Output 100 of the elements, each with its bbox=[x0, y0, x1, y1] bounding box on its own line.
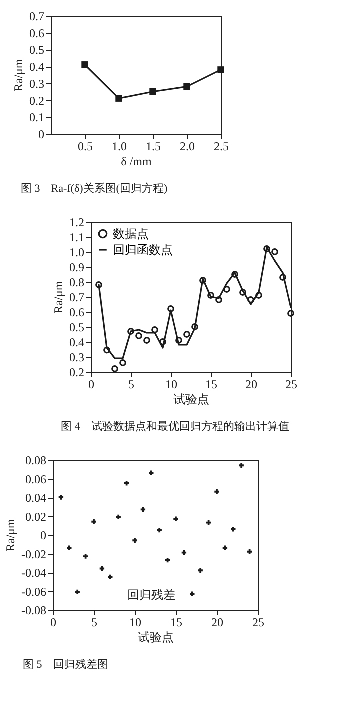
y-axis-title: Ra/μm bbox=[52, 280, 66, 314]
point bbox=[247, 550, 252, 554]
point bbox=[190, 592, 195, 596]
point bbox=[174, 516, 178, 522]
text: 图 4 试验数据点和最优回归方程的输出计算值 bbox=[61, 420, 290, 433]
y-tick-label: 0.9 bbox=[70, 260, 84, 274]
x-tick-label: 0 bbox=[50, 616, 56, 630]
point bbox=[150, 88, 156, 96]
point bbox=[140, 507, 146, 512]
text: 图 5 回归残差图 bbox=[23, 658, 108, 671]
x-tick-label: 5 bbox=[128, 378, 134, 392]
point bbox=[58, 495, 64, 500]
y-tick-label: 0 bbox=[40, 528, 46, 542]
point bbox=[124, 481, 130, 486]
point bbox=[239, 463, 244, 468]
point bbox=[272, 248, 278, 256]
y-tick-label: 0.3 bbox=[30, 76, 44, 91]
point bbox=[75, 590, 80, 595]
x-tick-label: 15 bbox=[170, 616, 182, 630]
y-tick-label: 0.8 bbox=[70, 276, 84, 290]
point bbox=[232, 271, 238, 278]
x-tick-label: 0.5 bbox=[78, 140, 93, 154]
point bbox=[280, 274, 286, 281]
x-tick-label: 20 bbox=[212, 616, 224, 630]
point bbox=[132, 538, 138, 543]
point bbox=[176, 337, 182, 344]
point bbox=[104, 346, 110, 354]
text: 图 3 Ra-f(δ)关系图(回归方程) bbox=[21, 182, 168, 195]
y-tick-label: 0.02 bbox=[26, 510, 46, 524]
point bbox=[160, 338, 166, 346]
point bbox=[136, 332, 142, 340]
y-tick-label: 0.6 bbox=[30, 26, 44, 40]
y-tick-label: 0.4 bbox=[30, 60, 44, 74]
y-tick-label: 1.2 bbox=[70, 216, 84, 230]
point bbox=[82, 62, 88, 68]
x-tick-label: 10 bbox=[166, 378, 178, 392]
point bbox=[206, 520, 212, 526]
y-tick-label: -0.04 bbox=[22, 566, 46, 580]
point bbox=[224, 286, 230, 293]
point bbox=[184, 331, 190, 338]
y-tick-label: 0.7 bbox=[30, 10, 44, 24]
y-tick-label: 0.5 bbox=[30, 43, 44, 58]
y-tick-label: 1.0 bbox=[70, 246, 84, 260]
y-tick-label: 0.08 bbox=[26, 454, 46, 468]
point bbox=[198, 568, 203, 573]
y-tick-label: 1.1 bbox=[70, 230, 84, 244]
point bbox=[264, 246, 270, 252]
point bbox=[208, 292, 214, 299]
legend-label: 回归函数点 bbox=[113, 243, 173, 257]
x-tick-label: 10 bbox=[130, 616, 142, 630]
y-axis-title: Ra/μm bbox=[12, 58, 26, 92]
y-tick-label: -0.06 bbox=[22, 584, 46, 599]
legend-label: 数据点 bbox=[113, 227, 149, 241]
point bbox=[231, 527, 236, 532]
point bbox=[168, 306, 174, 312]
x-axis-title: 试验点 bbox=[138, 630, 174, 644]
y-tick-label: 0.5 bbox=[70, 320, 84, 334]
point bbox=[116, 514, 121, 520]
y-tick-label: 0.1 bbox=[30, 110, 44, 125]
point bbox=[67, 546, 72, 550]
y-tick-label: 0.04 bbox=[26, 491, 46, 505]
point bbox=[256, 292, 262, 299]
point bbox=[214, 490, 220, 494]
annotation: 回归残差 bbox=[127, 588, 176, 602]
x-axis-title: 试验点 bbox=[174, 392, 210, 406]
point bbox=[218, 66, 224, 74]
point bbox=[240, 289, 246, 296]
x-tick-label: 5 bbox=[92, 616, 98, 630]
x-tick-label: 25 bbox=[252, 616, 264, 630]
x-tick-label: 15 bbox=[206, 378, 218, 392]
y-tick-label: 0.6 bbox=[70, 306, 84, 320]
point bbox=[83, 554, 88, 559]
y-tick-label: 0.2 bbox=[70, 366, 84, 380]
point bbox=[108, 574, 113, 580]
point bbox=[149, 470, 154, 476]
point bbox=[192, 324, 198, 330]
y-tick-label: 0.06 bbox=[26, 472, 46, 486]
y-axis-title: Ra/μm bbox=[4, 518, 18, 552]
point bbox=[165, 558, 170, 563]
x-tick-label: 2.0 bbox=[180, 140, 195, 154]
point bbox=[128, 328, 134, 335]
x-tick-label: 1.5 bbox=[146, 140, 161, 154]
x-tick-label: 2.5 bbox=[214, 140, 229, 154]
point bbox=[248, 296, 254, 304]
point bbox=[157, 528, 162, 533]
point bbox=[184, 83, 190, 90]
y-tick-label: 0.7 bbox=[70, 290, 84, 304]
y-tick-label: -0.02 bbox=[22, 547, 46, 562]
point bbox=[116, 95, 122, 102]
point bbox=[216, 296, 222, 304]
x-tick-label: 1.0 bbox=[112, 140, 127, 154]
x-tick-label: 0 bbox=[88, 378, 94, 392]
x-axis-title: δ /mm bbox=[121, 154, 152, 168]
point bbox=[92, 520, 96, 524]
y-tick-label: 0.4 bbox=[70, 336, 84, 350]
y-tick-label: 0.2 bbox=[30, 94, 44, 108]
point bbox=[182, 550, 187, 556]
point bbox=[222, 546, 228, 550]
x-tick-label: 20 bbox=[246, 378, 258, 392]
point bbox=[200, 277, 206, 284]
